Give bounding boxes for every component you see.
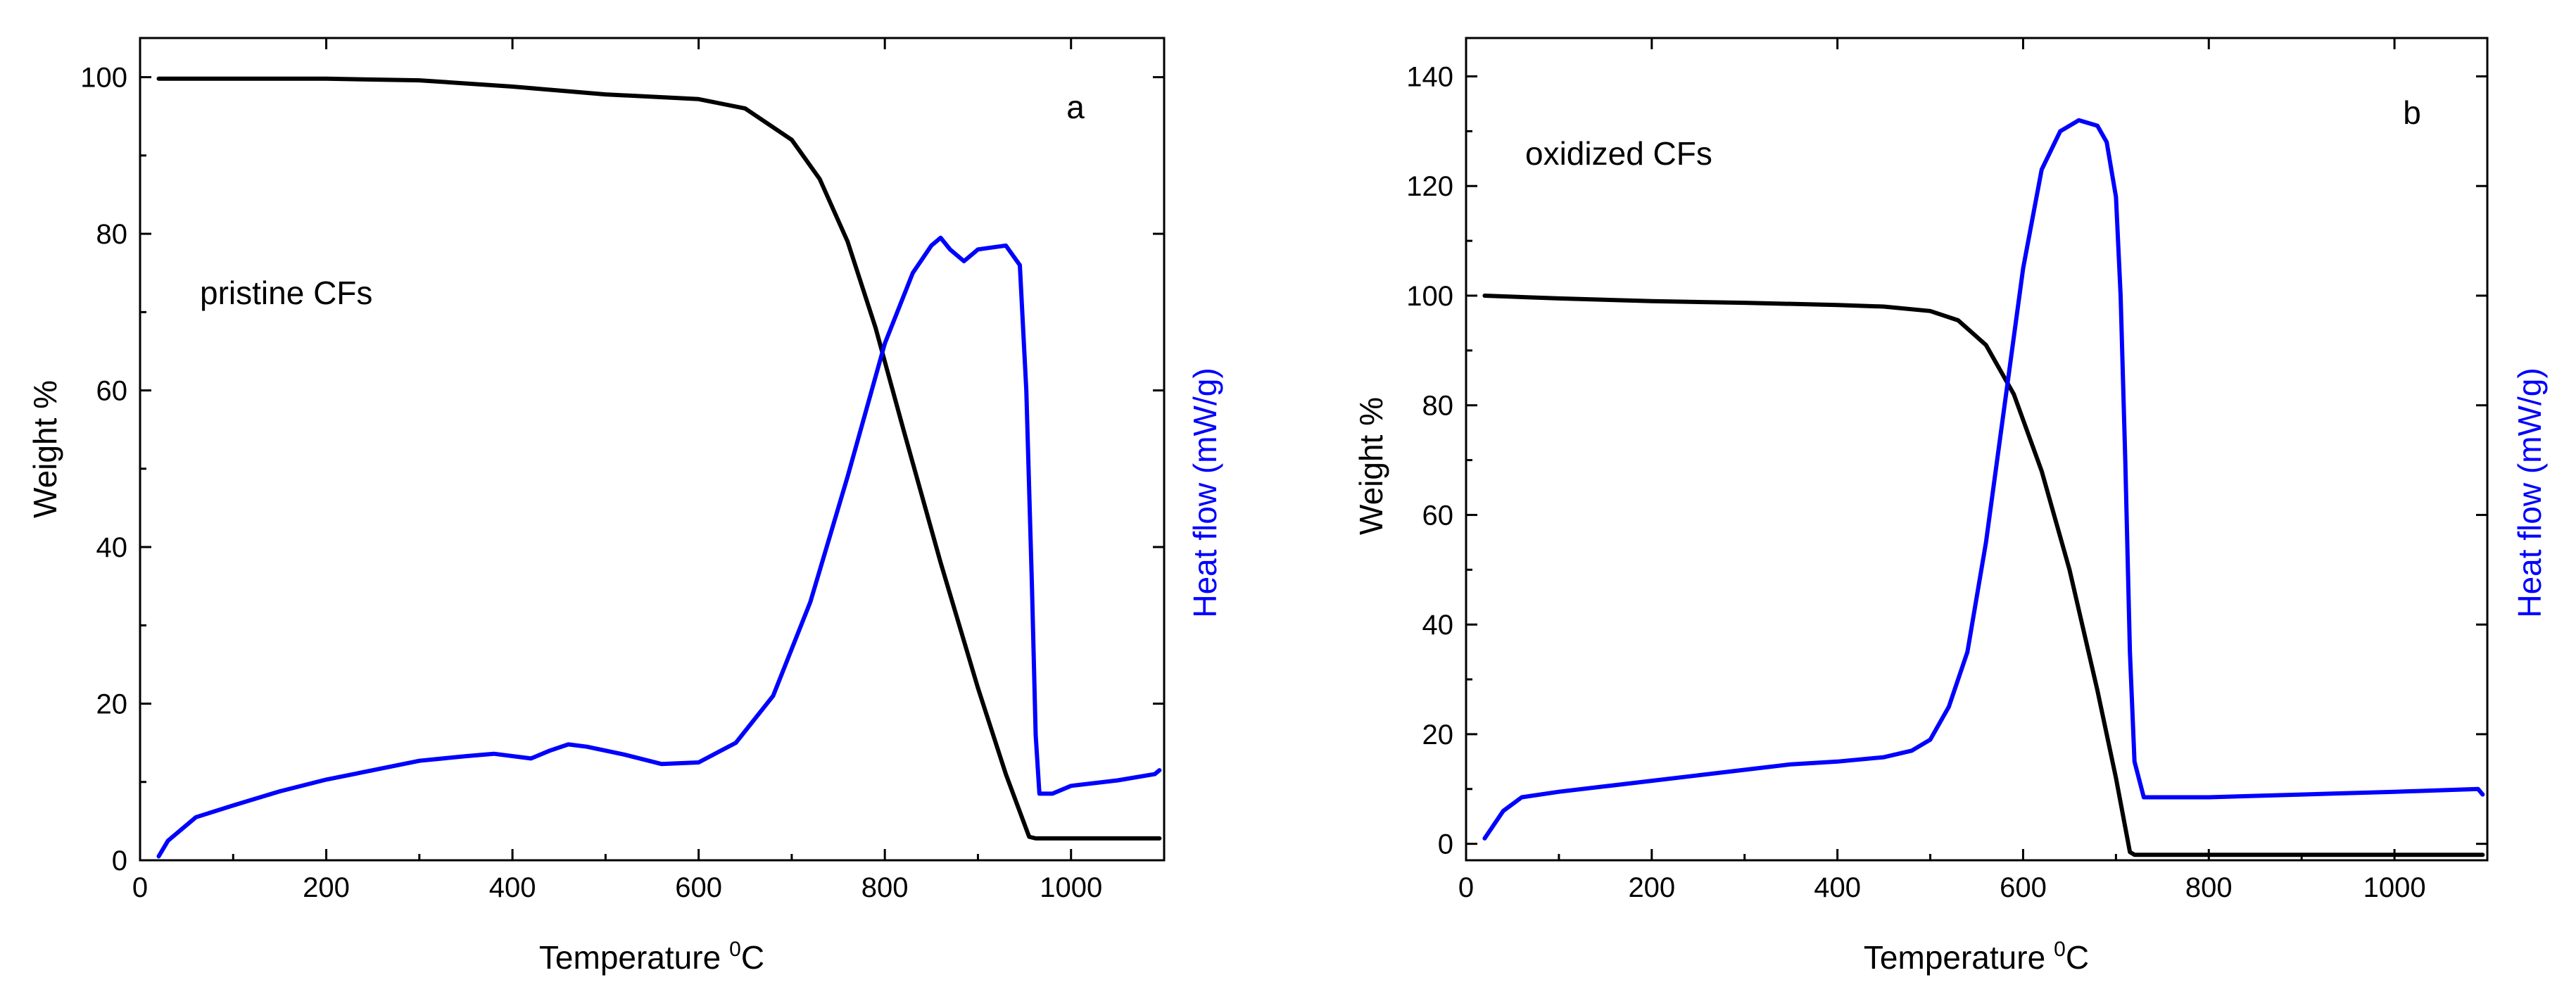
panel-b-label: b [2403,94,2421,131]
panel-b-ticks: 0 200 400 600 800 1000 0 20 40 60 80 100 120 140 [1406,38,2487,903]
x-tick-label: 600 [675,872,722,903]
panel-a-chart: 0 200 400 600 800 1000 0 20 40 60 80 100 a pristine… [27,37,1223,976]
panel-a-ticks: 0 200 400 600 800 1000 0 20 40 60 80 100 [80,38,1164,903]
x-tick-label: 1000 [2363,872,2426,903]
panel-b-series [1482,118,2485,857]
y-tick-label: 100 [80,63,127,94]
panel-b-x-axis-title: Temperature 0C [1864,938,2089,976]
y-tick-label: 80 [1422,391,1454,422]
y-tick-label: 20 [1422,719,1454,750]
y-tick-label: 100 [1406,281,1453,312]
x-tick-label: 800 [861,872,909,903]
panel-a-y-axis-title: Weight % [27,380,63,518]
y-tick-label: 40 [96,532,128,563]
panel-a-x-axis-title: Temperature 0C [539,938,764,976]
heat-flow-curve [1482,118,2485,841]
y-tick-label: 0 [1438,829,1453,860]
x-tick-label: 0 [1458,872,1474,903]
panel-a-plot-frame [139,37,1166,862]
panel-b-chart: 0 200 400 600 800 1000 0 20 40 60 80 100 120 140 b ox… [1353,37,2548,976]
x-tick-label: 0 [132,872,148,903]
panel-a-series [156,76,1162,859]
x-tick-label: 600 [2000,872,2047,903]
y-tick-label: 0 [112,845,127,876]
panel-a-label: a [1066,89,1085,125]
weight-curve [1482,294,2485,857]
y-tick-label: 80 [96,219,128,250]
x-tick-label: 200 [1628,872,1675,903]
heat-flow-curve [156,235,1162,859]
y-tick-label: 140 [1406,62,1453,93]
panel-a-y2-axis-title: Heat flow (mW/g) [1187,367,1223,617]
y-tick-label: 20 [96,689,128,720]
panel-b-annotation: oxidized CFs [1525,135,1712,172]
y-tick-label: 60 [1422,500,1454,531]
panel-a-annotation: pristine CFs [200,275,372,311]
x-tick-label: 800 [2185,872,2233,903]
panel-b-plot-frame [1465,37,2489,862]
panel-b-y-axis-title: Weight % [1353,397,1389,535]
y-tick-label: 120 [1406,171,1453,202]
x-tick-label: 200 [303,872,350,903]
x-tick-label: 400 [1814,872,1861,903]
x-tick-label: 400 [489,872,536,903]
weight-curve [156,76,1162,841]
y-tick-label: 60 [96,376,128,407]
panel-b-y2-axis-title: Heat flow (mW/g) [2511,367,2548,617]
y-tick-label: 40 [1422,610,1454,641]
x-tick-label: 1000 [1040,872,1102,903]
